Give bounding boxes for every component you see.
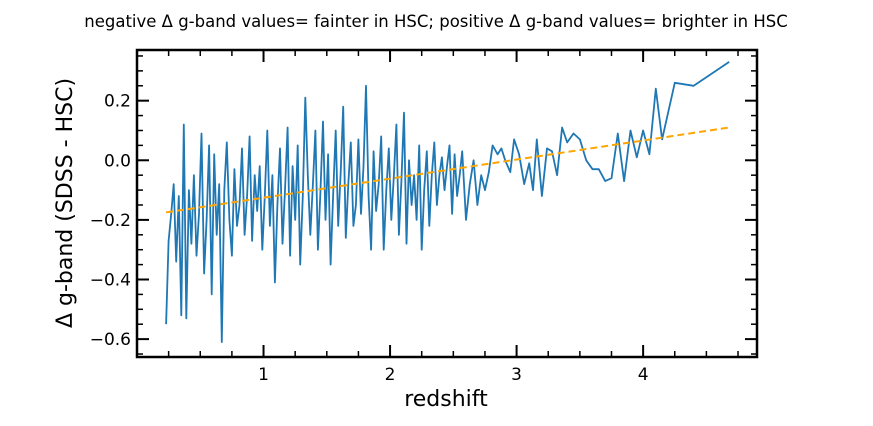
- x-tick-label: 4: [638, 365, 649, 385]
- y-tick-label: −0.4: [90, 271, 131, 291]
- y-tick-label: 0.2: [104, 92, 131, 112]
- data-series-line: [165, 61, 730, 344]
- plot-area: [165, 61, 730, 344]
- x-tick-label: 3: [511, 365, 522, 385]
- x-tick-label: 2: [385, 365, 396, 385]
- y-tick-label: −0.6: [90, 330, 131, 350]
- chart-title: negative Δ g-band values= fainter in HSC…: [84, 12, 788, 31]
- y-axis-label: Δ g-band (SDSS - HSC): [53, 78, 78, 328]
- y-axis: −0.6 −0.4 −0.2 0.0 0.2: [90, 55, 757, 355]
- y-tick-label: 0.0: [104, 151, 131, 171]
- trend-line: [165, 126, 730, 214]
- x-axis: 1 2 3 4: [167, 50, 739, 385]
- axes-frame: [135, 48, 759, 359]
- x-axis-label: redshift: [404, 387, 488, 412]
- y-tick-label: −0.2: [90, 211, 131, 231]
- x-tick-label: 1: [258, 365, 269, 385]
